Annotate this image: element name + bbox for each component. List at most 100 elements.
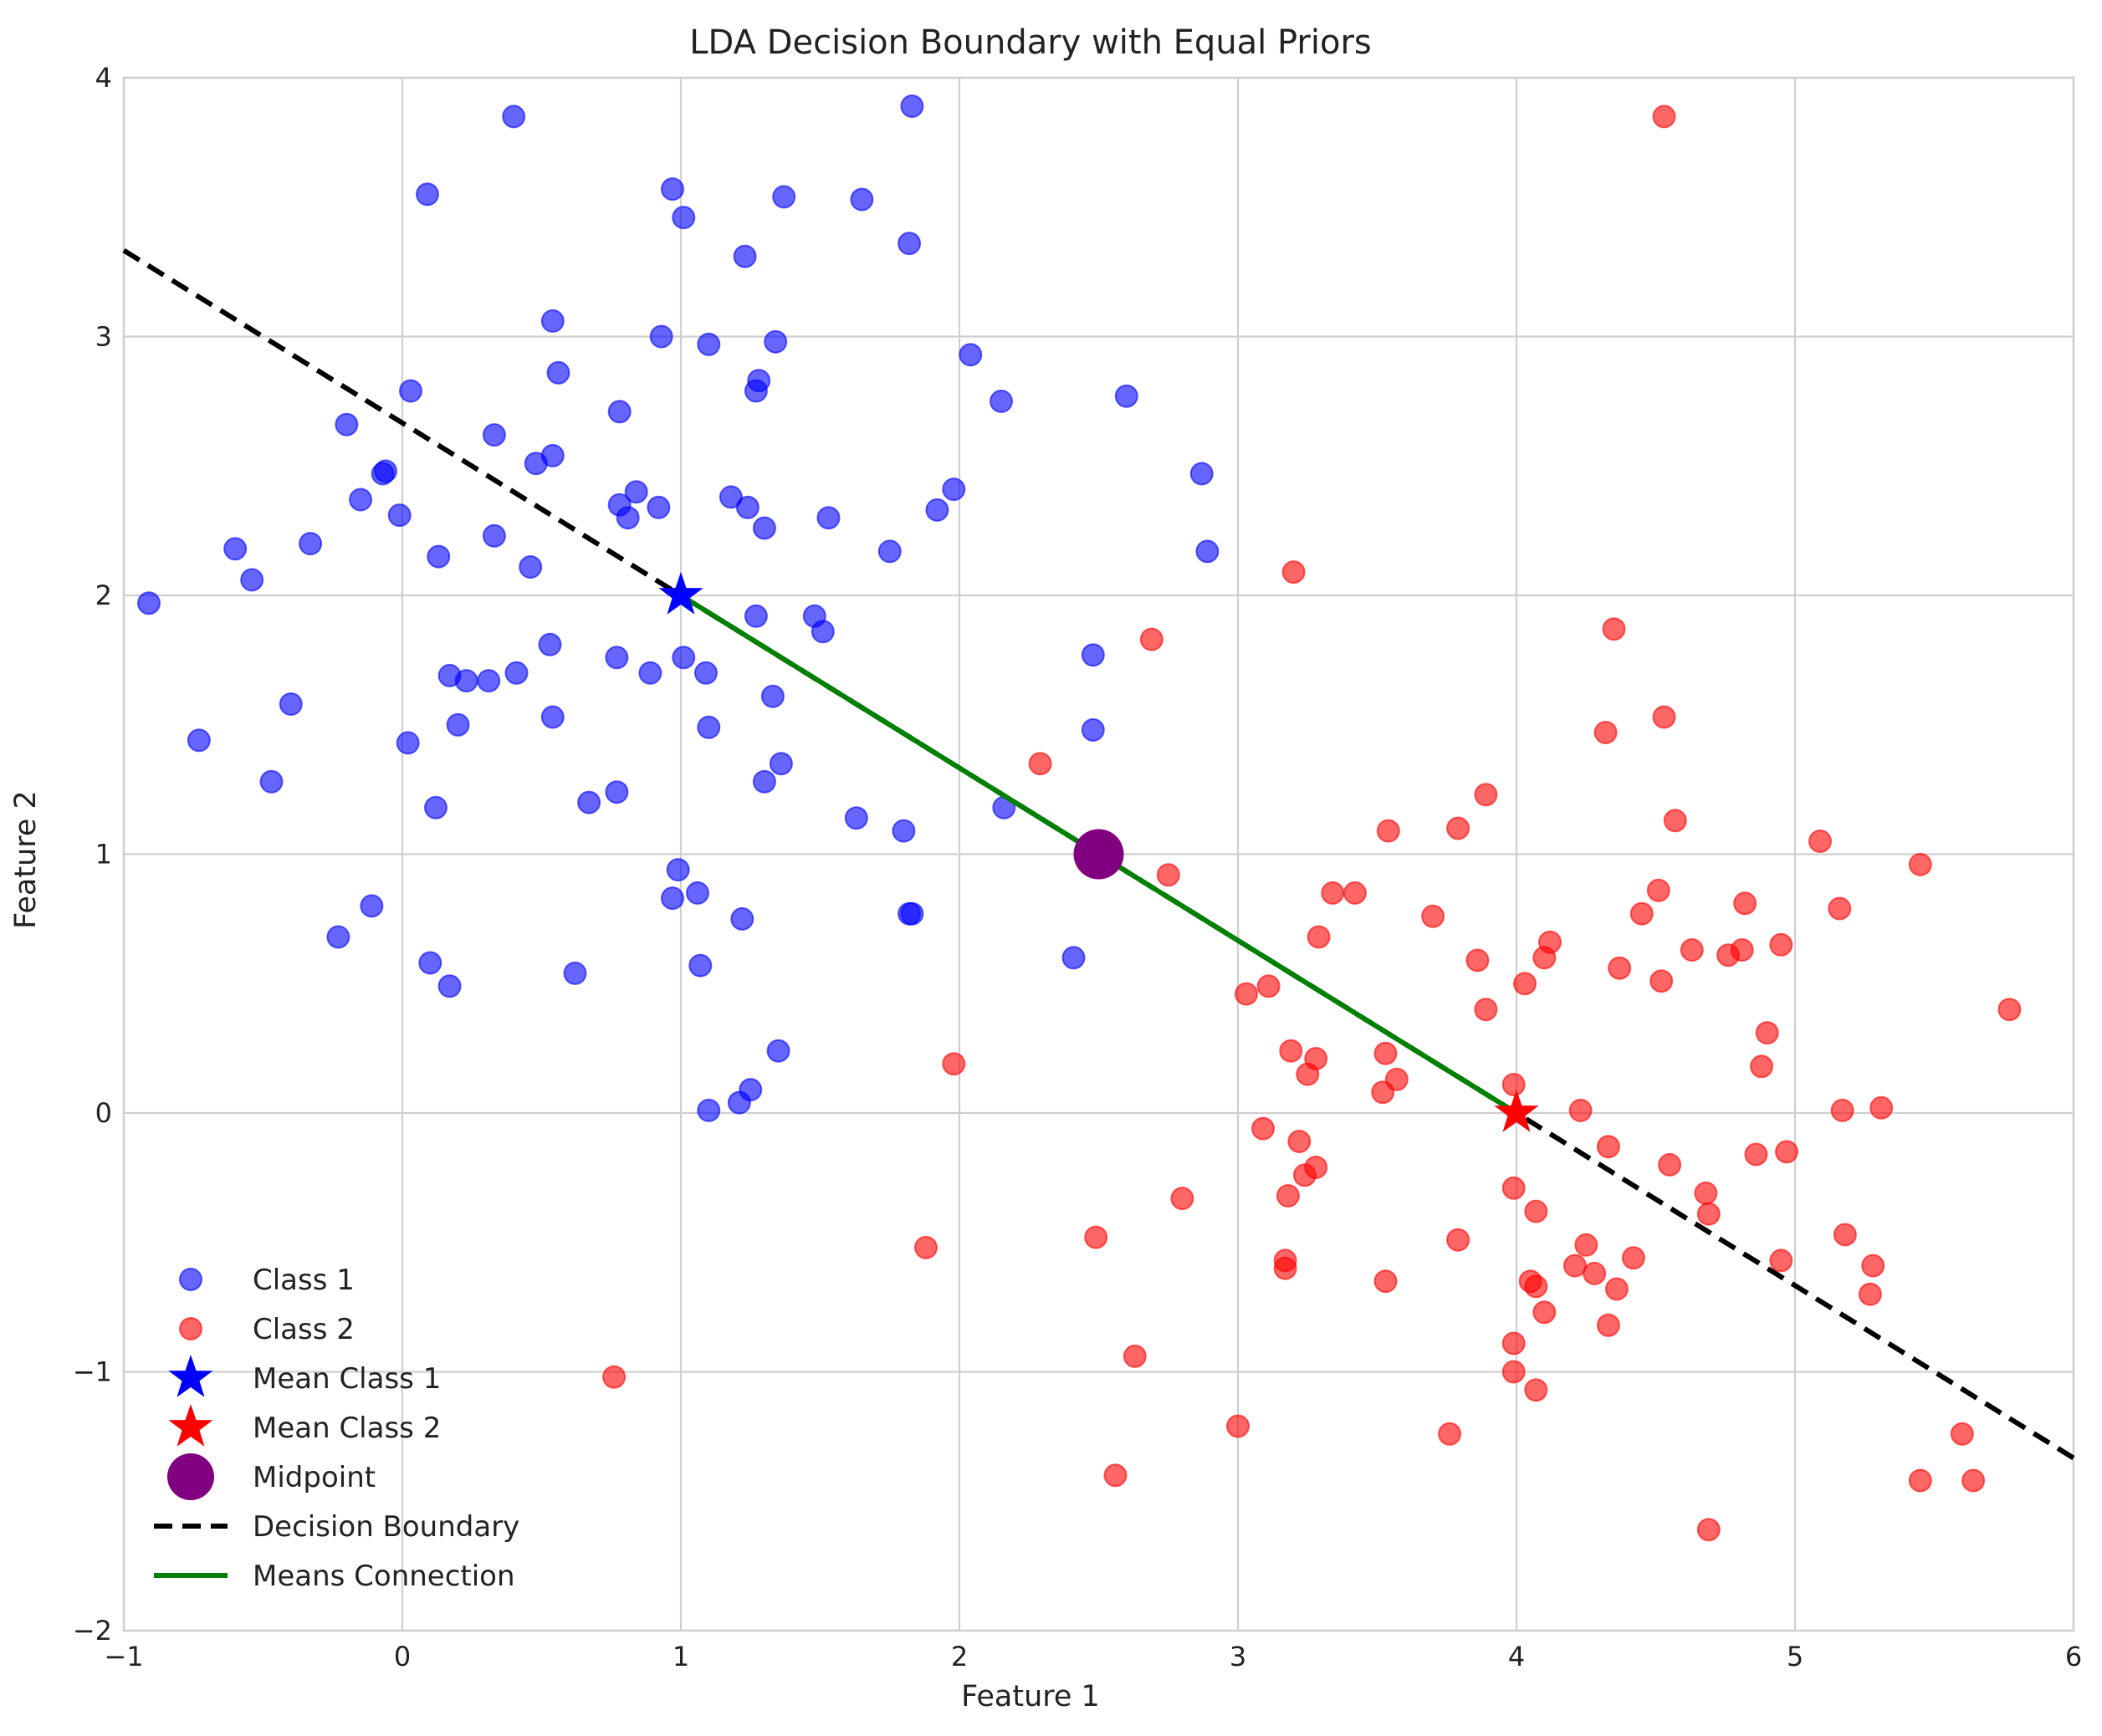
legend-item-class2: Class 2 (179, 1313, 355, 1346)
class1-point (769, 752, 793, 776)
x-tick-label: 5 (1787, 1641, 1803, 1672)
class2-point (1156, 863, 1180, 887)
class1-point (427, 544, 451, 569)
class2-point (1562, 1253, 1587, 1278)
class2-point (1103, 1463, 1128, 1488)
class2-point (1830, 1098, 1854, 1122)
class2-point (1501, 1073, 1526, 1096)
class1-point (482, 523, 506, 548)
class2-point (1371, 1080, 1395, 1105)
class2-point (1652, 705, 1676, 729)
mean-class-1-star (658, 572, 703, 615)
y-axis-label: Feature 2 (9, 790, 43, 929)
x-tick-label: 2 (951, 1641, 968, 1672)
class1-point (661, 886, 684, 911)
class1-point (482, 423, 506, 447)
class1-point (697, 332, 721, 356)
class1-point (661, 177, 684, 202)
class2-point (1769, 1248, 1793, 1273)
class2-point (1524, 1274, 1548, 1299)
class1-point (187, 728, 211, 753)
class1-point (519, 555, 543, 579)
class2-point (1658, 1152, 1682, 1177)
class2-point (1908, 1468, 1932, 1493)
class2-point (1593, 721, 1618, 744)
class2-point (914, 1235, 938, 1259)
class1-point (437, 974, 462, 998)
class2-point (1235, 982, 1258, 1006)
class1-point (760, 684, 785, 708)
class1-point (735, 495, 759, 519)
class2-point (1321, 881, 1345, 905)
class2-point (1256, 974, 1281, 998)
class1-point (649, 324, 673, 349)
class2-point (1501, 1331, 1526, 1356)
class1-point (1114, 384, 1138, 408)
class1-point (730, 906, 754, 931)
legend-item-boundary: Decision Boundary (154, 1510, 519, 1544)
class2-point (1744, 1142, 1768, 1167)
class1-point (223, 537, 248, 561)
class2-point (1769, 932, 1793, 957)
class1-point (925, 498, 949, 522)
y-tick-label: 2 (95, 580, 112, 611)
class2-point (1170, 1187, 1194, 1211)
class1-point (1195, 539, 1220, 564)
class2-point (1296, 1062, 1320, 1086)
y-tick-label: −2 (73, 1615, 112, 1647)
class2-point (1629, 901, 1654, 926)
legend-label: Mean Class 1 (253, 1362, 441, 1396)
class1-point (540, 705, 565, 729)
class1-point (816, 506, 841, 530)
class2-point (1273, 1256, 1297, 1280)
class2-point (1828, 896, 1852, 921)
midpoint-marker (1073, 829, 1124, 880)
class2-point (1343, 881, 1367, 905)
x-tick-label: 3 (1230, 1641, 1246, 1672)
class2-point (1513, 972, 1537, 996)
class1-point (607, 400, 632, 424)
class1-point (942, 477, 966, 502)
y-tick-labels: −2 −1 0 1 2 3 4 (73, 62, 112, 1647)
x-tick-label: 0 (394, 1641, 411, 1672)
class2-point (1281, 560, 1306, 585)
class2-point (1139, 627, 1164, 651)
class1-point (360, 894, 384, 918)
class1-point (240, 568, 264, 592)
class2-point (1028, 752, 1052, 776)
class1-point (900, 901, 924, 926)
class1-point (694, 661, 718, 685)
legend-symbol (167, 1453, 214, 1500)
class1-point (1189, 462, 1214, 486)
class2-point (1474, 783, 1498, 807)
y-tick-label: 4 (95, 62, 112, 94)
x-tick-labels: −1 0 1 2 3 4 5 6 (104, 1641, 2082, 1672)
class1-point (387, 503, 412, 528)
class2-point (1908, 852, 1932, 876)
legend-item-class1: Class 1 (179, 1264, 355, 1297)
class2-point (1808, 830, 1832, 853)
class1-point (877, 539, 902, 564)
mean-class-2-star (1494, 1090, 1539, 1132)
legend-label: Mean Class 2 (253, 1412, 441, 1445)
class1-point (744, 604, 768, 628)
class2-point (1652, 105, 1676, 129)
class1-point (766, 1039, 790, 1063)
x-tick-label: 6 (2065, 1641, 2082, 1672)
class1-point (688, 953, 713, 978)
class1-point (563, 961, 587, 985)
class2-point (1750, 1054, 1773, 1079)
class2-point (1696, 1518, 1721, 1542)
class1-point (538, 632, 562, 656)
class1-point (697, 1098, 721, 1122)
class1-point (850, 187, 874, 212)
class2-point (1307, 925, 1331, 949)
class2-point (1755, 1021, 1779, 1045)
class2-point (1861, 1253, 1885, 1278)
class1-point (335, 412, 359, 437)
class2-point (1532, 1300, 1557, 1325)
class1-point (624, 480, 648, 504)
chart-title: LDA Decision Boundary with Equal Priors (689, 23, 1372, 62)
class2-point (1084, 1225, 1108, 1249)
